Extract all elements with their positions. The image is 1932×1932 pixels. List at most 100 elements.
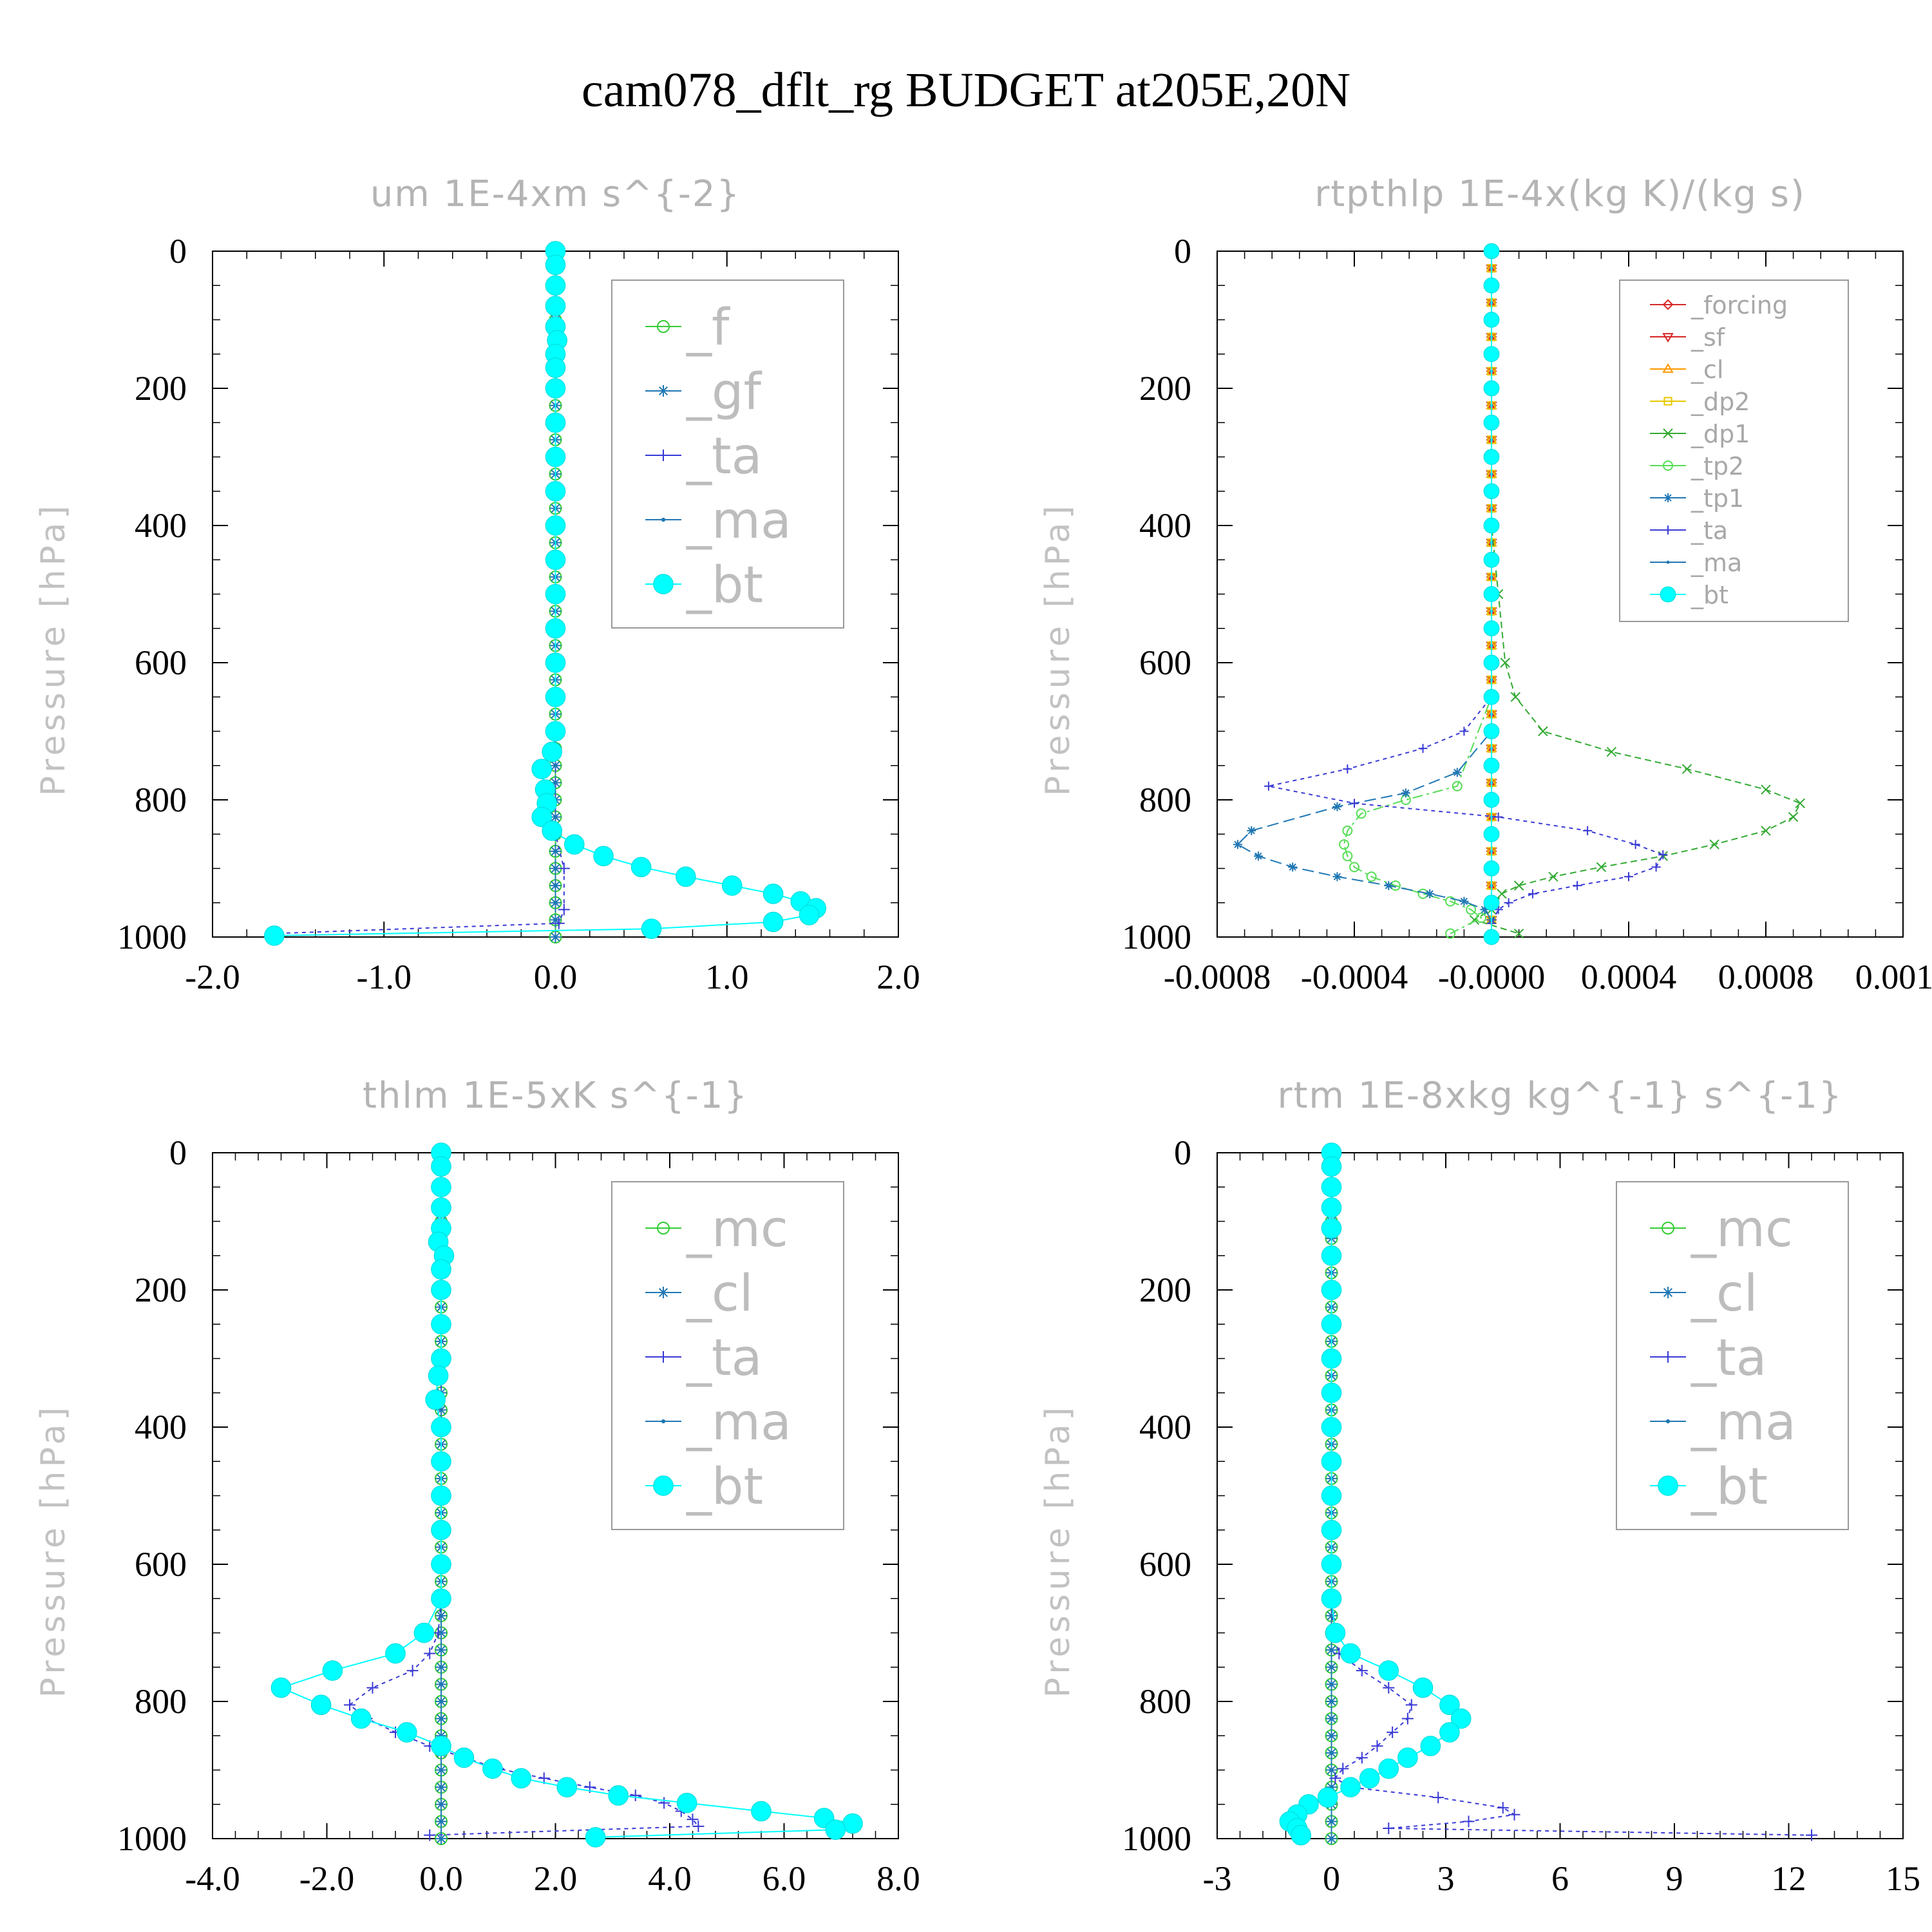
data-point-tp2 xyxy=(1445,928,1456,939)
data-point-ma xyxy=(553,900,558,905)
data-point-bt xyxy=(1321,1417,1342,1437)
data-point-bt xyxy=(431,1156,451,1177)
legend-marker-forcing xyxy=(1662,299,1674,310)
legend: _f _gf _ta _ma _bt xyxy=(611,279,844,629)
data-point-tp2 xyxy=(1349,862,1359,873)
data-point-ta xyxy=(1624,872,1633,882)
data-point-ta xyxy=(553,917,565,929)
x-tick-label: -0.0000 xyxy=(1438,958,1545,996)
data-point-bt xyxy=(1483,277,1500,294)
data-point-ma xyxy=(439,1716,444,1721)
y-tick-label: 600 xyxy=(135,643,187,682)
data-point-bt xyxy=(310,1694,332,1716)
y-tick-label: 600 xyxy=(1139,643,1191,682)
y-tick-label: 1000 xyxy=(117,1819,187,1858)
legend-label-cl: _cl xyxy=(1690,355,1723,384)
legend-label-dp1: _dp1 xyxy=(1690,420,1750,448)
y-tick-label: 1000 xyxy=(1122,918,1191,956)
data-point-bt xyxy=(511,1768,532,1789)
data-point-bt xyxy=(531,806,553,828)
data-point-dp1 xyxy=(1681,764,1692,774)
data-point-bt xyxy=(676,1792,697,1814)
data-point-bt xyxy=(542,741,562,762)
data-point-bt xyxy=(1325,1622,1346,1643)
data-point-ta xyxy=(1329,1772,1341,1785)
data-point-bt xyxy=(1321,1280,1342,1300)
data-point-tp1 xyxy=(1480,905,1490,914)
legend-marker-ma xyxy=(661,517,666,522)
data-point-bt xyxy=(431,1485,451,1506)
x-tick-label: 3 xyxy=(1437,1859,1455,1898)
legend: _mc _cl _ta _ma _bt xyxy=(611,1181,844,1530)
data-point-bt xyxy=(762,884,784,904)
y-tick-label: 0 xyxy=(169,1133,187,1172)
data-point-ta xyxy=(1651,862,1661,872)
y-tick-label: 200 xyxy=(135,1271,187,1309)
legend-label-ma: _ma xyxy=(1690,549,1742,577)
data-point-tp1 xyxy=(1332,872,1342,882)
series-bt xyxy=(264,241,826,946)
data-point-bt xyxy=(322,1660,343,1681)
data-point-tp2 xyxy=(1476,913,1487,923)
legend-label-ta: _ta xyxy=(686,1329,762,1387)
legend-marker-bt xyxy=(1658,1475,1678,1496)
series-line-ta xyxy=(1268,251,1664,924)
x-tick-label: 8.0 xyxy=(876,1859,920,1898)
data-point-ma xyxy=(553,781,558,785)
x-tick-label: 0.0012 xyxy=(1855,958,1932,996)
data-point-bt xyxy=(545,721,566,742)
data-point-bt xyxy=(413,1622,435,1643)
data-point-ta xyxy=(1463,1815,1475,1828)
data-point-ma xyxy=(553,918,558,922)
data-point-ma xyxy=(1329,1734,1334,1738)
legend-marker-dp1 xyxy=(1663,428,1673,439)
x-tick-label: 4.0 xyxy=(648,1859,692,1898)
data-point-ta xyxy=(1583,826,1593,835)
data-point-bt xyxy=(1483,860,1500,876)
data-point-ma xyxy=(1329,1819,1334,1824)
data-point-bt xyxy=(1321,1245,1342,1266)
data-point-dp1 xyxy=(1510,692,1520,702)
data-point-bt xyxy=(1321,1177,1342,1198)
series-bt xyxy=(270,1142,863,1848)
data-point-bt xyxy=(431,1280,451,1300)
data-point-ta xyxy=(1387,1726,1399,1738)
data-point-ta xyxy=(1497,1802,1509,1814)
legend-label-ma: _ma xyxy=(686,1394,791,1452)
data-point-tp2 xyxy=(1445,896,1456,907)
data-point-tp1 xyxy=(1452,768,1462,777)
data-point-bt xyxy=(1483,688,1500,705)
data-point-dp1 xyxy=(1500,658,1511,668)
data-point-ma xyxy=(553,883,558,888)
data-point-bt xyxy=(1321,1348,1342,1369)
data-point-bt xyxy=(1483,723,1500,739)
legend-marker-gf xyxy=(658,385,669,397)
panel-title: um 1E-4xm s^{-2} xyxy=(370,173,741,215)
legend-label-ta: _ta xyxy=(1690,1329,1766,1387)
y-tick-label: 800 xyxy=(1139,781,1191,819)
legend-marker-cl xyxy=(658,1287,669,1298)
data-point-tp1 xyxy=(1288,862,1298,872)
x-tick-label: -2.0 xyxy=(185,958,240,996)
data-point-bt xyxy=(545,296,566,317)
data-point-bt xyxy=(564,834,585,855)
data-point-ma xyxy=(553,763,558,768)
data-point-ta xyxy=(424,1829,436,1841)
legend-marker-tp1 xyxy=(1663,493,1672,502)
legend-marker-tp2 xyxy=(1663,460,1673,471)
data-point-bt xyxy=(1483,449,1500,465)
legend-box xyxy=(1616,1181,1849,1530)
data-point-ta xyxy=(424,1647,436,1660)
data-point-ta xyxy=(366,1681,379,1694)
y-tick-label: 400 xyxy=(135,1408,187,1446)
legend-label-ta: _ta xyxy=(1690,516,1728,545)
y-tick-label: 1000 xyxy=(117,918,187,956)
data-point-tp1 xyxy=(1401,788,1410,798)
legend-marker-cl xyxy=(1662,363,1674,373)
series-line-tp2 xyxy=(1343,251,1492,934)
data-point-bt xyxy=(545,480,566,502)
chart-panel-3: thlm 1E-5xK s^{-1} Pressure [hPa] 0 200 400 6… xyxy=(34,1075,920,1898)
legend: _mc _cl _ta _ma _bt xyxy=(1616,1181,1849,1530)
y-tick-label: 600 xyxy=(1139,1545,1191,1584)
